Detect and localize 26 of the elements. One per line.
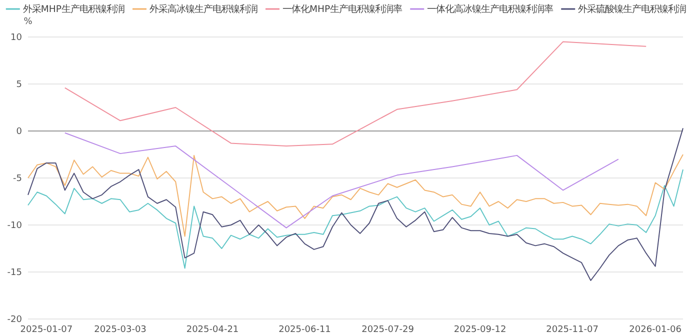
legend-label: 一体化高冰镍生产电积镍利润率 [427,4,554,15]
x-tick-label: 2025-09-12 [454,325,506,335]
x-tick-label: 2025-01-07 [20,325,73,335]
y-tick-label: -5 [13,174,22,184]
y-tick-label: 5 [16,80,22,90]
y-tick-label: -15 [7,268,22,278]
line-series [64,132,619,228]
line-series [28,169,684,269]
x-tick-label: 2025-11-07 [546,325,598,335]
x-tick-label: 2025-06-11 [278,325,331,335]
y-tick-label: -20 [7,315,22,326]
line-series [28,128,684,281]
x-tick-label: 2025-04-21 [186,325,239,335]
legend-label: 外采硫酸镍生产电积镍利润 [578,4,686,15]
line-series [64,41,647,147]
y-tick-label: 0 [16,127,22,138]
legend-label: 一体化MHP生产电积镍利润率 [282,4,402,15]
x-tick-label: 2026-01-06 [629,325,682,335]
legend-label: 外采MHP生产电积镍利润 [22,4,125,15]
y-tick-label: 10 [10,33,22,44]
legend-label: 外采高冰镍生产电积镍利润 [150,4,258,15]
y-axis-title: % [24,17,33,27]
x-tick-label: 2025-07-29 [362,325,414,335]
y-tick-label: -10 [7,221,22,232]
line-series [28,154,684,237]
x-tick-label: 2025-03-03 [94,325,146,335]
